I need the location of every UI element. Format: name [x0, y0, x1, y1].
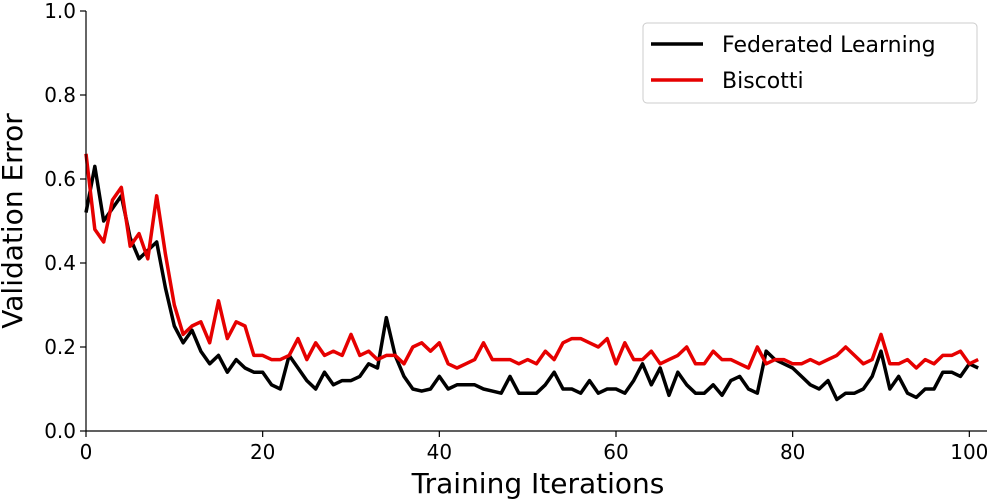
series-layer	[84, 153, 979, 402]
x-tick-label: 60	[603, 440, 628, 464]
y-tick-label: 0.8	[44, 83, 76, 107]
axes-layer	[85, 11, 987, 432]
series-line-biscotti	[84, 153, 979, 370]
legend-frame	[642, 22, 978, 104]
y-tick-label: 0.0	[44, 419, 76, 443]
y-tick-label: 0.6	[44, 167, 76, 191]
series-line-federated-learning	[84, 164, 979, 402]
x-tick-label: 100	[950, 440, 988, 464]
x-tick-label: 20	[250, 440, 275, 464]
y-tick-label: 0.4	[44, 251, 76, 275]
ticks-layer: 0.0 0.2 0.4 0.6 0.8 1.0 0 20 40 60 80 100	[44, 0, 988, 464]
x-axis-label: Training Iterations	[411, 467, 665, 500]
y-tick-label: 1.0	[44, 0, 76, 23]
x-tick-label: 40	[427, 440, 452, 464]
y-axis-label: Validation Error	[0, 113, 29, 329]
legend: Federated Learning Biscotti	[642, 22, 978, 104]
x-tick-label: 0	[80, 440, 93, 464]
legend-label-biscotti: Biscotti	[722, 69, 804, 94]
y-tick-label: 0.2	[44, 335, 76, 359]
legend-label-federated-learning: Federated Learning	[722, 33, 936, 58]
x-tick-label: 80	[780, 440, 805, 464]
